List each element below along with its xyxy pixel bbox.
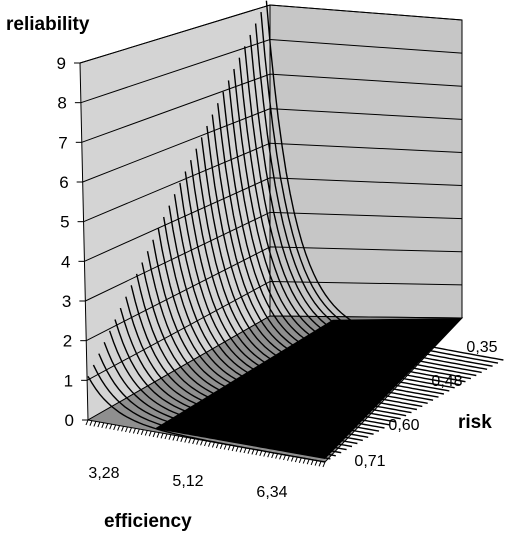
gridline: [85, 246, 463, 342]
x-tick-mark: [85, 419, 89, 426]
gridline: [79, 4, 463, 64]
x-tick-mark: [132, 428, 136, 434]
surface-flat-region: [154, 318, 462, 459]
z-tick-label: 0: [65, 411, 74, 430]
gridline: [81, 73, 463, 143]
x-tick-mark: [152, 431, 156, 438]
z-tick-label: 9: [57, 54, 66, 73]
x-axis-label: efficiency: [104, 511, 192, 532]
x-tick-mark: [247, 448, 251, 454]
x-tick-mark: [302, 458, 306, 464]
x-tick-mark: [109, 424, 113, 430]
x-tick-mark: [156, 432, 160, 438]
x-tick-mark: [318, 461, 322, 467]
x-tick-mark: [235, 446, 239, 452]
gridline: [86, 280, 463, 381]
z-tick-label: 2: [63, 332, 72, 351]
x-tick-mark: [279, 454, 283, 460]
x-tick-mark: [310, 459, 314, 466]
x-tick-mark: [184, 437, 188, 443]
z-axis-label: reliability: [6, 14, 90, 35]
x-tick-mark: [223, 444, 227, 450]
x-tick-mark: [136, 428, 140, 435]
x-tick-mark: [97, 421, 101, 428]
x-tick-mark: [101, 422, 105, 428]
x-tick-mark: [168, 434, 172, 440]
x-tick-mark: [263, 451, 267, 457]
x-tick-mark: [271, 452, 275, 459]
x-tick-mark: [227, 445, 231, 451]
y-tick-label: 0,48: [431, 373, 462, 390]
x-tick-mark: [207, 441, 211, 447]
x-tick-mark: [283, 454, 286, 461]
y-tick-label: 0,71: [354, 453, 385, 470]
x-tick-mark: [322, 461, 326, 468]
x-tick-mark: [121, 426, 125, 432]
x-tick-mark: [314, 460, 318, 466]
z-tick-label: 3: [62, 292, 71, 311]
z-axis-ticks: 0 1 2 3 4 5 6 7 8 9: [57, 54, 88, 430]
x-tick-label: 5,12: [172, 473, 203, 490]
x-tick-mark: [113, 424, 117, 431]
x-tick-mark: [267, 452, 271, 458]
gridline: [83, 142, 463, 223]
y-axis-ticks: 0,350,48 0,60 0,71: [354, 339, 497, 470]
x-tick-mark: [243, 447, 247, 454]
x-tick-mark: [259, 450, 263, 456]
z-tick-label: 5: [60, 213, 69, 232]
x-tick-label: 3,28: [88, 465, 119, 482]
z-tick-label: 8: [57, 94, 66, 113]
z-tick-label: 4: [61, 252, 70, 271]
x-tick-mark: [93, 421, 97, 427]
x-tick-mark: [176, 435, 180, 442]
x-tick-mark: [275, 453, 279, 459]
x-tick-mark: [231, 445, 235, 452]
z-tick-label: 7: [58, 133, 67, 152]
x-tick-mark: [204, 440, 207, 447]
x-tick-mark: [140, 429, 144, 435]
x-tick-mark: [200, 440, 204, 446]
x-tick-mark: [286, 455, 290, 461]
y-tick-label: 0,60: [388, 417, 419, 434]
x-tick-mark: [215, 442, 219, 449]
x-tick-mark: [188, 438, 192, 444]
x-tick-mark: [160, 433, 164, 439]
side-wall: [269, 4, 463, 319]
z-tick-label: 6: [59, 173, 68, 192]
x-tick-mark: [239, 447, 243, 453]
x-tick-mark: [164, 433, 168, 440]
x-tick-mark: [172, 435, 176, 441]
x-tick-mark: [117, 425, 121, 431]
z-tick-label: 1: [64, 371, 73, 390]
y-axis-label: risk: [458, 412, 492, 433]
x-tick-mark: [298, 457, 302, 463]
x-tick-mark: [306, 459, 310, 465]
x-tick-mark: [148, 431, 152, 437]
x-tick-mark: [144, 430, 148, 436]
y-tick-label: 0,35: [466, 339, 497, 356]
x-tick-mark: [125, 426, 128, 433]
x-tick-mark: [196, 439, 200, 445]
x-tick-mark: [294, 456, 298, 463]
x-tick-mark: [128, 427, 132, 433]
x-tick-mark: [105, 423, 109, 429]
surface: [87, 0, 504, 463]
x-tick-mark: [290, 456, 294, 462]
x-tick-label: 6,34: [256, 484, 287, 501]
x-tick-mark: [180, 436, 184, 442]
x-tick-mark: [219, 443, 223, 449]
x-tick-mark: [211, 442, 215, 448]
x-tick-mark: [255, 449, 259, 456]
x-tick-mark: [192, 438, 196, 445]
x-tick-mark: [251, 449, 255, 455]
x-tick-mark: [89, 420, 93, 426]
x-axis-ticks: 3,28 5,12 6,34: [85, 419, 326, 501]
gridline: [85, 211, 463, 302]
gridline: [84, 177, 463, 262]
